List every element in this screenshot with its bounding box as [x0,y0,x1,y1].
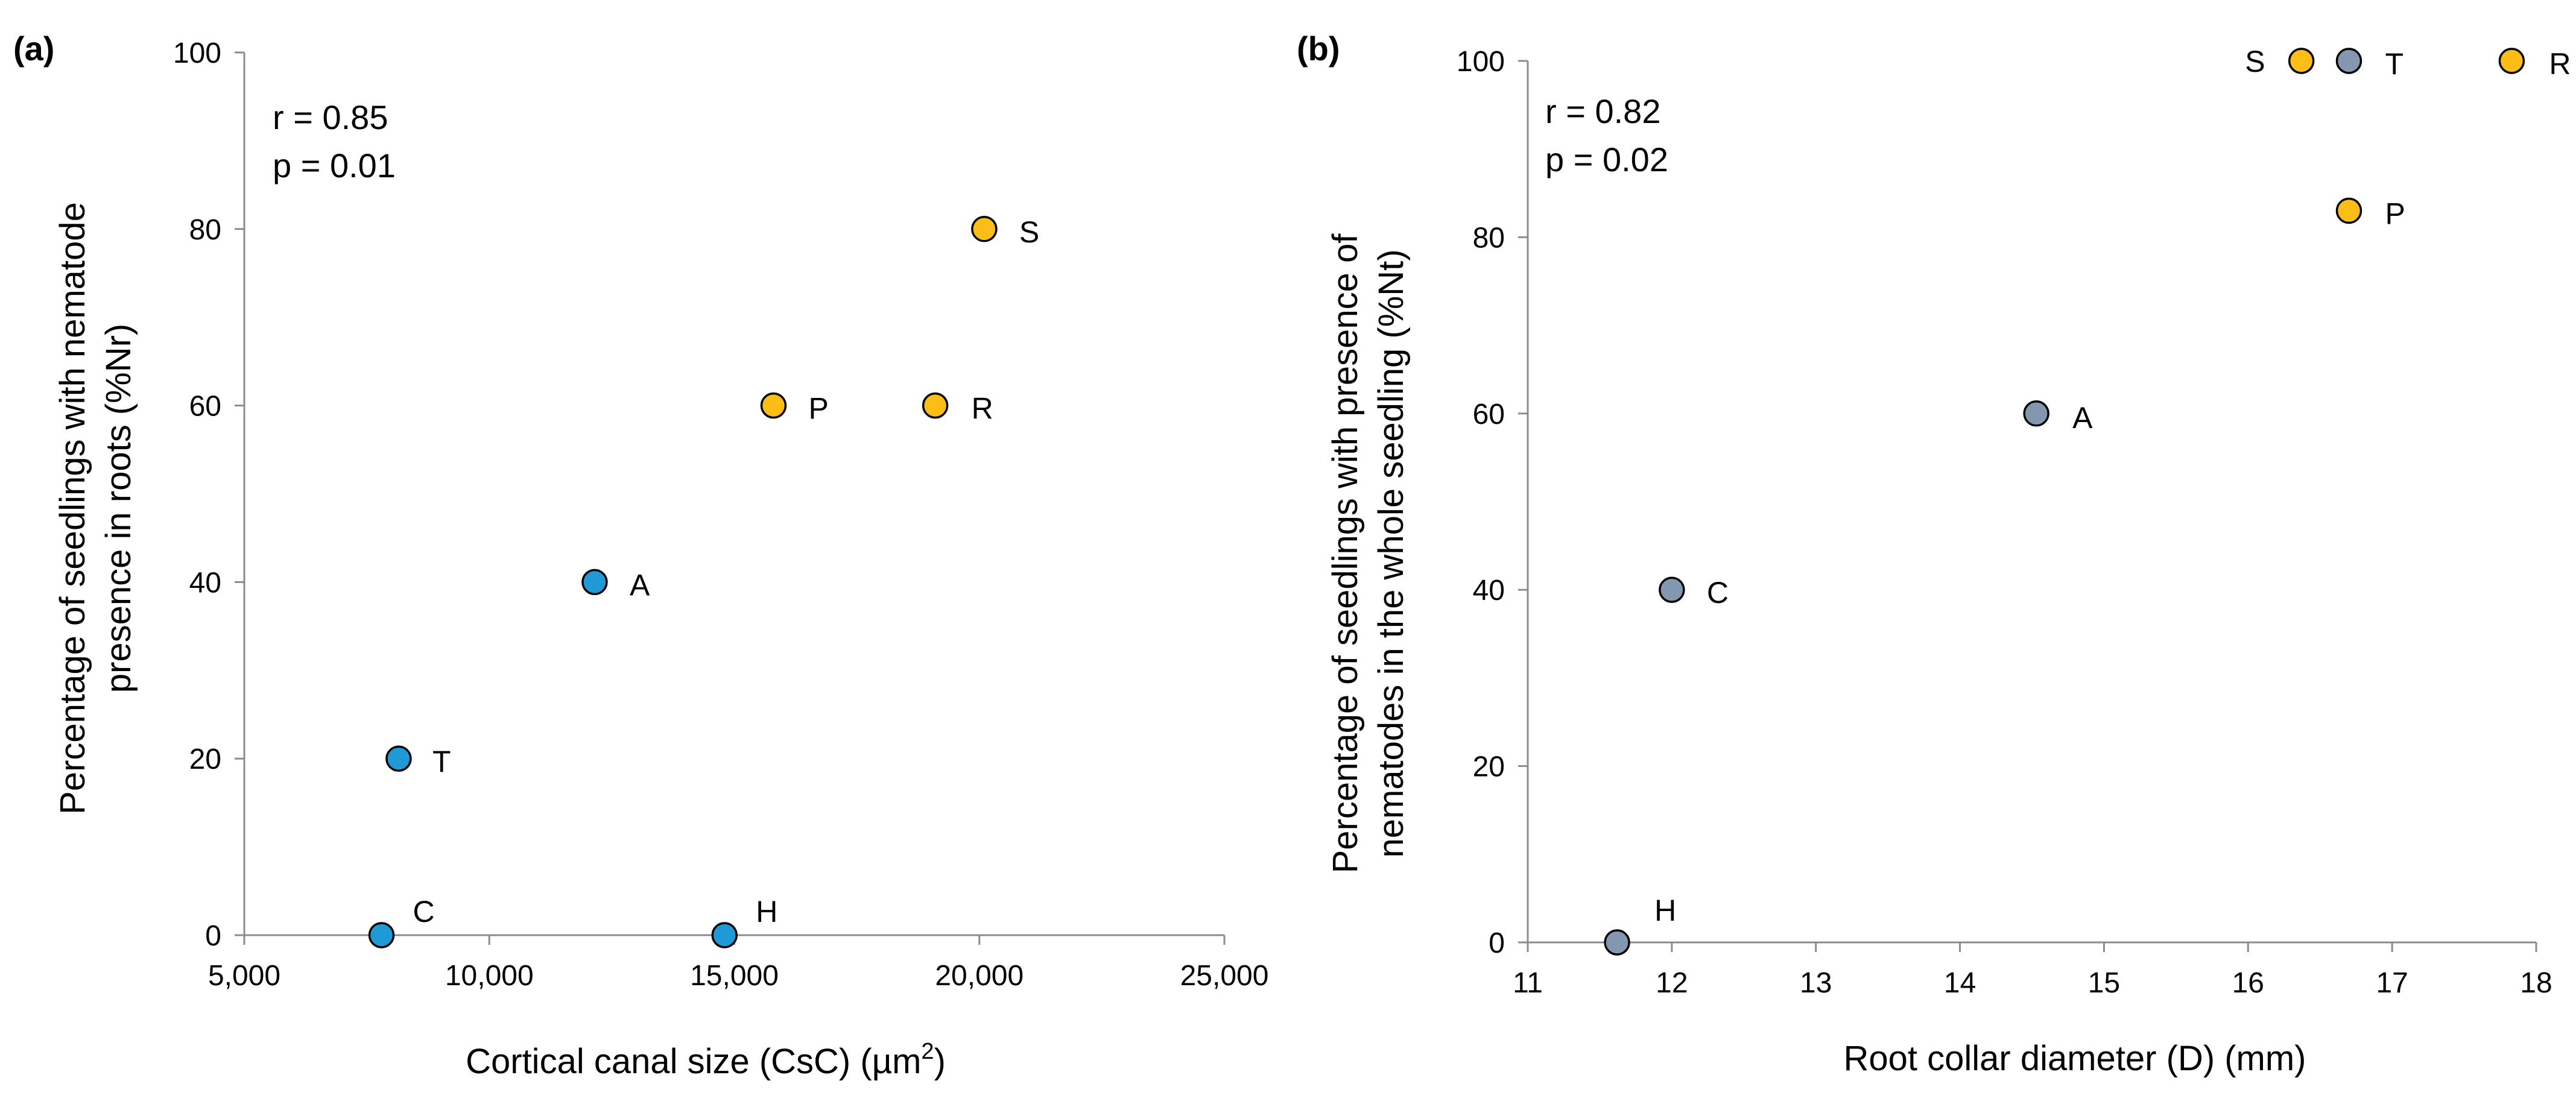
panel-a-point-r [923,394,948,418]
panel-a-point-label-h: H [756,895,777,929]
panel-b-y-tick-label: 40 [1473,575,1505,607]
panel-b-x-tick-label: 16 [2232,967,2264,999]
panel-a-x-tick-label: 5,000 [208,960,280,992]
panel-a-y-tick-label: 40 [189,567,221,599]
panel-a-point-label-c: C [413,895,435,929]
panel-a-y-axis-title-line1: Percentage of seedlings with nematode [53,202,92,815]
panel-b-y-axis-title: Percentage of seedlings with presence of… [1326,233,1411,874]
panel-a: (a) r = 0.85 p = 0.01 Percentage of seed… [13,30,1268,1081]
panel-b-point-label-p: P [2385,197,2405,231]
panel-b-x-tick-label: 14 [1944,967,1976,999]
panel-b-point-label-r: R [2549,47,2571,81]
panel-a-point-s [972,217,996,241]
panel-b-y-axis-title-line2: nematodes in the whole seedling (%Nt) [1372,249,1411,857]
panel-a-y-tick-label: 80 [189,214,221,246]
panel-a-point-p [762,394,786,418]
figure: (a) r = 0.85 p = 0.01 Percentage of seed… [0,0,2576,1107]
panel-a-y-tick-label: 20 [189,743,221,775]
panel-a-y-tick-label: 0 [205,920,221,952]
panel-b-x-tick-label: 11 [1513,967,1543,999]
panel-b-point-c [1660,578,1684,602]
panel-a-x-tick-label: 15,000 [690,960,779,992]
panel-a-stat-p: p = 0.01 [273,147,396,184]
panel-b-x-axis-title: Root collar diameter (D) (mm) [1844,1039,2306,1078]
panel-b-x-tick-label: 15 [2088,967,2120,999]
panel-b-point-t [2337,49,2361,73]
panel-b-point-label-a: A [2072,401,2093,435]
panel-b-stat-p: p = 0.02 [1545,140,1668,178]
panel-b-y-tick-label: 100 [1457,46,1505,78]
panel-a-point-c [370,923,394,947]
panel-b-point-p [2337,199,2361,223]
panel-b-point-s [2290,49,2314,73]
panel-b-point-label-c: C [1707,576,1729,610]
panel-b-point-r [2499,49,2524,73]
panel-a-point-label-s: S [1019,215,1039,249]
panel-a-y-tick-label: 100 [173,37,221,69]
panel-b-point-label-s: S [2245,45,2265,78]
panel-a-point-h [712,923,736,947]
panel-b-stat-r: r = 0.82 [1545,92,1660,130]
panel-a-point-a [583,570,607,594]
panel-a-x-tick-label: 10,000 [445,960,534,992]
panel-a-y-axis-title-line2: presence in roots (%Nr) [99,324,138,693]
panel-b-y-tick-label: 60 [1473,399,1505,430]
panel-b-point-label-h: H [1654,894,1676,927]
panel-a-y-tick-label: 60 [189,391,221,423]
panel-b-point-h [1605,930,1629,954]
panel-b-x-tick-label: 18 [2520,967,2552,999]
panel-a-x-axis-title-sup: 2 [921,1039,934,1064]
panel-b-point-label-t: T [2385,47,2404,81]
panel-a-point-label-a: A [630,568,650,602]
panel-b-x-tick-label: 13 [1800,967,1832,999]
panel-a-x-tick-label: 20,000 [935,960,1024,992]
panel-a-x-axis-title: Cortical canal size (CsC) (µm2) [466,1039,946,1081]
panel-a-point-label-t: T [432,745,451,778]
panel-a-x-axis-title-main: Cortical canal size (CsC) (µm [466,1042,921,1081]
panel-a-x-tick-label: 25,000 [1180,960,1269,992]
panel-a-x-axis-title-end: ) [934,1042,946,1081]
panel-a-point-label-p: P [809,392,829,426]
panel-a-label: (a) [13,30,54,68]
panel-b: (b) r = 0.82 p = 0.02 Percentage of seed… [1297,30,2571,1078]
panel-b-label: (b) [1297,30,1340,68]
panel-b-x-tick-label: 12 [1656,967,1688,999]
panel-b-point-a [2024,402,2048,426]
panel-b-x-tick-label: 17 [2376,967,2408,999]
panel-b-y-tick-label: 20 [1473,751,1505,783]
panel-b-y-axis-title-line1: Percentage of seedlings with presence of [1326,233,1365,874]
panel-b-y-tick-label: 80 [1473,222,1505,254]
panel-a-stat-r: r = 0.85 [273,98,388,136]
panel-a-point-t [387,746,411,771]
panel-b-y-tick-label: 0 [1489,927,1505,959]
panel-a-point-label-r: R [972,392,993,426]
panel-a-y-axis-title: Percentage of seedlings with nematode pr… [53,202,138,815]
